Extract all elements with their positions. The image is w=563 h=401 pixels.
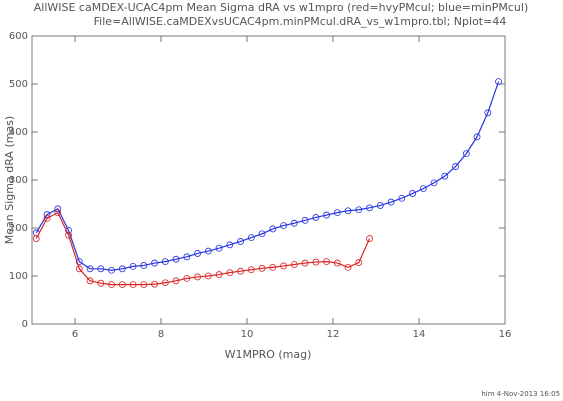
marker [172, 255, 180, 263]
marker [269, 225, 277, 233]
marker [75, 258, 83, 266]
marker [419, 185, 427, 193]
marker [204, 272, 212, 280]
marker [247, 234, 255, 242]
y-tick-label: 400 [9, 127, 28, 138]
marker [237, 267, 244, 275]
y-axis-label: Mean Sigma dRA (mas) [3, 116, 16, 244]
marker [161, 279, 169, 287]
marker [301, 259, 309, 267]
marker [75, 265, 83, 273]
series-line [35, 211, 371, 286]
marker [204, 247, 212, 255]
marker [344, 207, 352, 215]
marker [473, 133, 481, 141]
marker [129, 281, 137, 289]
chart-subtitle: File=AllWISE.caMDEXvsUCAC4pm.minPMcul.dR… [94, 15, 507, 28]
marker [409, 190, 416, 197]
marker [32, 235, 40, 242]
marker [65, 226, 72, 234]
marker [462, 150, 470, 158]
marker [54, 205, 62, 213]
marker [247, 266, 255, 274]
marker [54, 209, 62, 217]
marker [312, 214, 320, 221]
marker [97, 265, 105, 273]
marker [215, 271, 223, 278]
marker [355, 259, 363, 266]
marker [430, 179, 438, 187]
x-tick-label: 16 [499, 329, 512, 340]
marker [161, 258, 169, 266]
marker [290, 261, 298, 268]
marker [86, 277, 94, 285]
marker [398, 194, 406, 202]
marker [452, 163, 459, 170]
series-line [35, 81, 500, 271]
marker [118, 265, 126, 273]
footer: him 4-Nov-2013 16:05 [481, 390, 560, 398]
marker [43, 211, 51, 218]
marker [366, 235, 373, 242]
marker [151, 259, 158, 267]
marker [140, 262, 148, 269]
marker [355, 206, 363, 214]
y-tick-label: 0 [22, 319, 28, 330]
marker [280, 222, 287, 230]
marker [194, 273, 201, 281]
y-tick-label: 300 [9, 175, 28, 186]
marker [484, 109, 492, 117]
x-tick-label: 8 [158, 329, 164, 340]
marker [172, 277, 180, 285]
marker [226, 269, 234, 277]
marker [65, 231, 72, 239]
marker [140, 281, 148, 289]
x-tick-label: 10 [241, 329, 254, 340]
marker [269, 263, 277, 271]
marker [495, 78, 502, 85]
marker [237, 238, 244, 245]
marker [43, 214, 51, 222]
marker [118, 281, 126, 289]
y-tick-label: 600 [9, 31, 28, 42]
y-tick-label: 500 [9, 79, 28, 90]
marker [344, 263, 352, 271]
marker [258, 264, 266, 272]
marker [183, 253, 191, 261]
x-tick-label: 6 [72, 329, 78, 340]
marker [323, 258, 330, 266]
marker [441, 172, 449, 180]
marker [194, 250, 201, 257]
marker [333, 209, 341, 217]
x-tick-label: 14 [413, 329, 426, 340]
marker [301, 216, 309, 224]
y-tick-label: 200 [9, 223, 28, 234]
chart-title: AllWISE caMDEX-UCAC4pm Mean Sigma dRA vs… [34, 1, 529, 14]
marker [290, 219, 298, 227]
y-tick-label: 100 [9, 271, 28, 282]
marker [333, 259, 341, 267]
marker [108, 266, 115, 274]
marker [226, 241, 234, 249]
marker [376, 202, 384, 209]
marker [323, 211, 330, 219]
marker [151, 280, 158, 288]
marker [366, 204, 373, 212]
marker [312, 258, 320, 266]
marker [129, 262, 137, 270]
marker [86, 265, 94, 273]
marker [280, 262, 287, 270]
x-axis-label: W1MPRO (mag) [225, 348, 312, 361]
marker [215, 244, 223, 252]
marker [258, 230, 266, 238]
marker [108, 281, 115, 289]
marker [387, 198, 395, 206]
x-tick-label: 12 [327, 329, 340, 340]
marker [97, 279, 105, 287]
marker [183, 274, 191, 282]
